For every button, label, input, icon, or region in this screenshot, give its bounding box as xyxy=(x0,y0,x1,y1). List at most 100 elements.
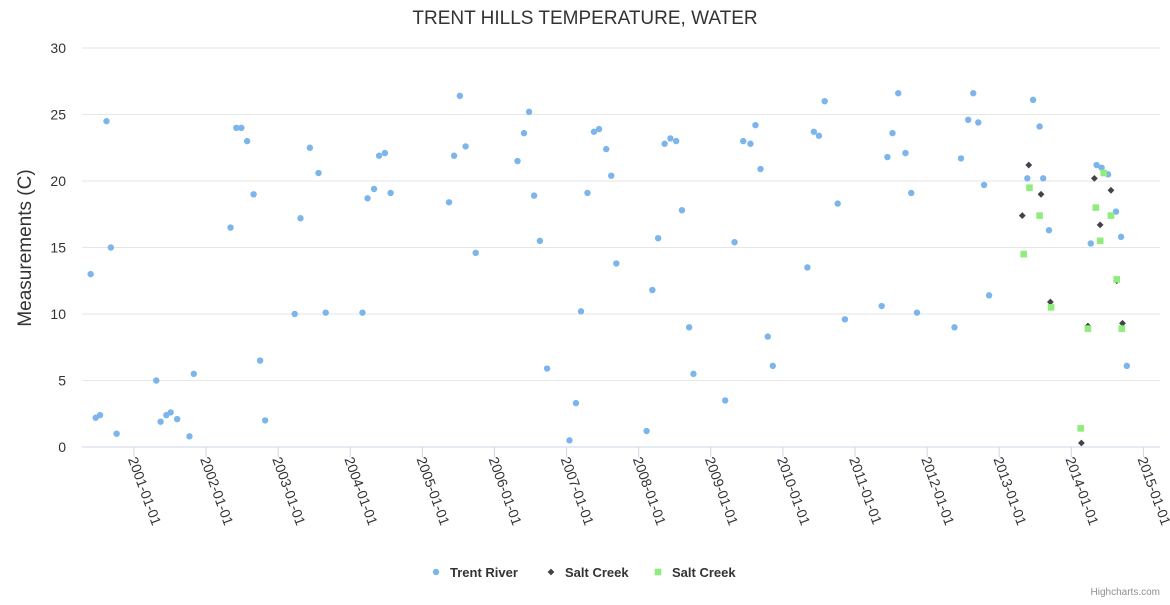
data-point[interactable] xyxy=(590,128,598,135)
data-point[interactable] xyxy=(1036,123,1043,130)
data-point[interactable] xyxy=(1107,212,1115,219)
data-point[interactable] xyxy=(1096,221,1104,229)
data-point[interactable] xyxy=(957,155,965,162)
data-point[interactable] xyxy=(167,409,174,416)
data-point[interactable] xyxy=(1047,304,1055,311)
data-point[interactable] xyxy=(902,149,909,157)
data-point[interactable] xyxy=(291,310,298,318)
data-point[interactable] xyxy=(889,129,896,137)
data-point[interactable] xyxy=(757,165,764,173)
data-point[interactable] xyxy=(322,309,329,316)
data-point[interactable] xyxy=(306,144,314,151)
data-point[interactable] xyxy=(951,324,958,331)
data-point[interactable] xyxy=(1098,164,1105,171)
data-point[interactable] xyxy=(445,199,453,206)
data-point[interactable] xyxy=(810,128,818,135)
data-point[interactable] xyxy=(103,117,110,125)
data-point[interactable] xyxy=(87,270,94,278)
data-point[interactable] xyxy=(815,132,823,139)
data-point[interactable] xyxy=(297,215,304,222)
data-point[interactable] xyxy=(661,140,668,147)
data-point[interactable] xyxy=(190,370,197,378)
data-point[interactable] xyxy=(841,316,849,323)
data-point[interactable] xyxy=(186,433,193,440)
data-point[interactable] xyxy=(975,119,982,126)
data-point[interactable] xyxy=(1037,190,1045,198)
data-point[interactable] xyxy=(157,418,164,425)
data-point[interactable] xyxy=(804,264,811,271)
data-point[interactable] xyxy=(1039,175,1047,182)
data-point[interactable] xyxy=(256,357,264,364)
data-point[interactable] xyxy=(1100,169,1108,177)
data-point[interactable] xyxy=(752,121,759,129)
data-point[interactable] xyxy=(608,172,615,179)
data-point[interactable] xyxy=(878,302,885,310)
data-point[interactable] xyxy=(238,124,245,131)
data-point[interactable] xyxy=(1045,227,1053,234)
data-point[interactable] xyxy=(525,108,533,116)
data-point[interactable] xyxy=(543,365,551,372)
data-point[interactable] xyxy=(1090,174,1098,182)
data-point[interactable] xyxy=(1117,233,1125,241)
legend-item[interactable]: Trent River xyxy=(432,565,518,580)
data-point[interactable] xyxy=(595,125,603,133)
data-point[interactable] xyxy=(536,237,544,245)
data-point[interactable] xyxy=(1029,96,1037,104)
data-point[interactable] xyxy=(908,189,915,197)
data-point[interactable] xyxy=(1113,276,1121,283)
data-point[interactable] xyxy=(584,189,591,197)
data-point[interactable] xyxy=(227,224,234,231)
data-point[interactable] xyxy=(643,427,650,435)
data-point[interactable] xyxy=(462,143,469,150)
data-point[interactable] xyxy=(233,124,240,131)
data-point[interactable] xyxy=(685,324,693,331)
legend-marker[interactable] xyxy=(547,568,555,576)
data-point[interactable] xyxy=(1018,212,1026,219)
data-point[interactable] xyxy=(1092,204,1100,211)
data-point[interactable] xyxy=(1107,186,1115,194)
data-point[interactable] xyxy=(530,192,538,199)
data-point[interactable] xyxy=(375,152,383,159)
data-point[interactable] xyxy=(514,157,521,165)
data-point[interactable] xyxy=(243,137,251,145)
data-point[interactable] xyxy=(250,191,257,198)
legend-marker[interactable] xyxy=(654,568,662,576)
credits-link[interactable]: Highcharts.com xyxy=(1091,587,1160,598)
data-point[interactable] xyxy=(821,98,828,105)
data-point[interactable] xyxy=(364,195,371,202)
data-point[interactable] xyxy=(456,92,464,100)
data-point[interactable] xyxy=(173,415,181,423)
data-point[interactable] xyxy=(1096,237,1104,245)
data-point[interactable] xyxy=(381,149,389,157)
data-point[interactable] xyxy=(678,207,686,214)
data-point[interactable] xyxy=(1078,439,1085,447)
data-point[interactable] xyxy=(472,249,479,257)
data-point[interactable] xyxy=(970,90,977,97)
data-point[interactable] xyxy=(153,377,160,384)
data-point[interactable] xyxy=(731,238,738,246)
data-point[interactable] xyxy=(721,397,729,404)
data-point[interactable] xyxy=(980,181,988,189)
data-point[interactable] xyxy=(113,430,120,437)
legend-item[interactable]: Salt Creek xyxy=(654,565,737,580)
data-point[interactable] xyxy=(764,333,771,340)
data-point[interactable] xyxy=(387,189,394,197)
data-point[interactable] xyxy=(107,244,115,251)
data-point[interactable] xyxy=(603,145,610,153)
legend-marker[interactable] xyxy=(432,568,440,576)
data-point[interactable] xyxy=(884,153,891,161)
data-point[interactable] xyxy=(834,200,841,207)
data-point[interactable] xyxy=(672,137,680,145)
data-point[interactable] xyxy=(895,90,902,97)
data-point[interactable] xyxy=(1025,161,1033,169)
data-point[interactable] xyxy=(577,308,585,315)
data-point[interactable] xyxy=(1112,208,1120,215)
data-point[interactable] xyxy=(740,137,747,145)
data-point[interactable] xyxy=(1036,212,1043,219)
data-point[interactable] xyxy=(985,292,993,299)
data-point[interactable] xyxy=(96,411,104,419)
data-point[interactable] xyxy=(315,169,322,177)
data-point[interactable] xyxy=(450,152,458,159)
data-point[interactable] xyxy=(1084,325,1092,332)
data-point[interactable] xyxy=(1026,184,1033,191)
